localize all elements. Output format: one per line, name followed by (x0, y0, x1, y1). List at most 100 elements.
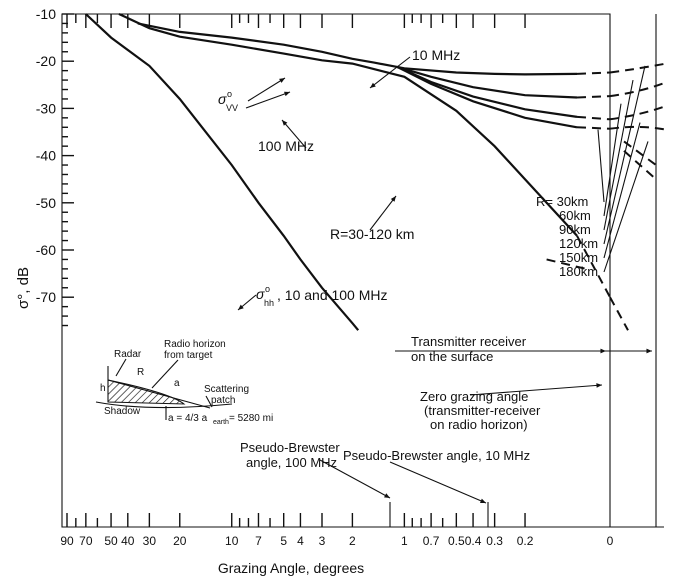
dash-extension (609, 62, 667, 74)
x-axis-title: Grazing Angle, degrees (218, 560, 364, 576)
leader-range-head (390, 196, 396, 202)
range-leader (603, 103, 622, 217)
leader-vv-1-head (279, 78, 285, 83)
plot-frame (61, 13, 664, 528)
svg-text:= 5280 mi: = 5280 mi (229, 413, 273, 424)
curve-r-30km-dashed (576, 95, 611, 99)
leader-100mhz (281, 119, 307, 149)
svg-text:σ: σ (218, 91, 227, 107)
inset-shadow-region (107, 379, 186, 405)
brewster-10: Pseudo-Brewster angle, 10 MHz (343, 448, 530, 463)
svg-text:σ: σ (256, 286, 265, 302)
x-axis: 90 70 50 40 30 20 10 7 5 4 3 2 1 0.7 0.5 0.4 0.3 0.2 0 (60, 14, 614, 548)
x-tick-label: 10 (225, 534, 239, 548)
curve-r-120km-dashed (576, 126, 611, 130)
range-label: 60km (559, 208, 591, 223)
x-tick-label: 0.3 (486, 534, 503, 548)
svg-text:, 10 and 100 MHz: , 10 and 100 MHz (277, 287, 388, 303)
x-tick-label: 7 (255, 534, 262, 548)
inset-horizon-leader (151, 359, 179, 389)
x-tick-label: 30 (143, 534, 157, 548)
curves (85, 13, 611, 331)
range-leader (597, 129, 605, 203)
curve-r-60km-dashed (576, 115, 611, 121)
leader-vv-2 (245, 91, 291, 109)
svg-text:earth: earth (213, 419, 229, 426)
y-tick-label: -40 (36, 148, 56, 164)
inset-scattering-1: Scattering (204, 384, 249, 395)
svg-text:VV: VV (226, 103, 238, 113)
leader-tx-surface-head (646, 348, 652, 354)
zero-angle-line2: (transmitter-receiver (424, 403, 541, 418)
range-leader (603, 122, 641, 259)
curve-r-60km (396, 65, 578, 118)
x-tick-label: 90 (60, 534, 74, 548)
zero-angle-line1: Zero grazing angle (420, 389, 528, 404)
x-tick-label: 0.5 (448, 534, 465, 548)
brewster-100-line2: angle, 100 MHz (246, 455, 337, 470)
leader-zero-angle (469, 384, 603, 396)
leader-vv-1 (247, 77, 286, 102)
inset-radar-leader (115, 358, 127, 377)
leader-10mhz-head (370, 82, 376, 88)
x-tick-label: 0 (607, 534, 614, 548)
x-tick-label: 2 (349, 534, 356, 548)
inset-scatter-leader (205, 395, 213, 408)
range-leader (603, 79, 634, 231)
leader-brewster-10-head (480, 498, 486, 503)
leader-brewster-100-head (384, 493, 390, 498)
dash-zero-angle (546, 258, 587, 270)
x-tick-label: 0.7 (423, 534, 440, 548)
leader-100mhz-head (282, 120, 288, 126)
inset-earth (95, 401, 233, 409)
svg-text:o: o (227, 89, 232, 99)
leader-tx-surface-inner-head (600, 348, 606, 354)
curve-r-120km (396, 65, 578, 129)
range-label: 120km (559, 236, 598, 251)
range-label: 150km (559, 250, 598, 265)
inset-diagram (95, 358, 233, 420)
y-axis: -10 -20 -30 -40 -50 -60 -70 (36, 6, 74, 327)
inset-formula: a = 4/3 a earth = 5280 mi (168, 413, 273, 426)
inset-ray (107, 379, 211, 409)
curve-vv-10mhz-dashed (576, 71, 611, 75)
y-tick-label: -20 (36, 53, 56, 69)
y-tick-label: -50 (36, 195, 56, 211)
x-tick-label: 4 (297, 534, 304, 548)
inset-r: R (137, 367, 144, 378)
tx-surface-line1: Transmitter receiver (411, 334, 527, 349)
x-tick-label: 40 (121, 534, 135, 548)
x-tick-label: 5 (280, 534, 287, 548)
curve-r-30km (396, 65, 578, 99)
leader-10mhz (369, 56, 411, 89)
label-sigma-vv: σ o VV (218, 89, 238, 113)
range-leader (603, 141, 649, 273)
zero-angle-line3: on radio horizon) (430, 417, 528, 432)
y-tick-label: -70 (36, 289, 56, 305)
curve-vv-100mhz-dashed (576, 235, 611, 298)
y-tick-label: -60 (36, 242, 56, 258)
curve-vv-10mhz (137, 22, 578, 76)
annotation-lines (237, 56, 667, 527)
y-axis-title: σ°, dB (15, 267, 32, 309)
svg-text:hh: hh (264, 298, 274, 308)
brewster-100-line1: Pseudo-Brewster (240, 440, 340, 455)
range-label: 180km (559, 264, 598, 279)
label-range: R=30-120 km (330, 226, 414, 242)
range-label: 90km (559, 222, 591, 237)
label-sigma-hh: σ o hh , 10 and 100 MHz (256, 284, 388, 308)
dash-extension (609, 105, 667, 121)
dash-extension-vv100 (609, 296, 629, 331)
y-tick-label: -10 (36, 6, 56, 22)
curve-vv-100mhz (118, 13, 578, 237)
x-tick-label: 50 (104, 534, 118, 548)
x-tick-label: 70 (79, 534, 93, 548)
leader-brewster-10 (389, 461, 487, 504)
x-tick-label: 0.4 (465, 534, 482, 548)
curve-hh (85, 13, 360, 331)
leader-hh-head (238, 304, 244, 310)
inset-shadow: Shadow (104, 406, 141, 417)
dash-r-tail (623, 140, 657, 166)
leader-brewster-100 (319, 459, 391, 499)
